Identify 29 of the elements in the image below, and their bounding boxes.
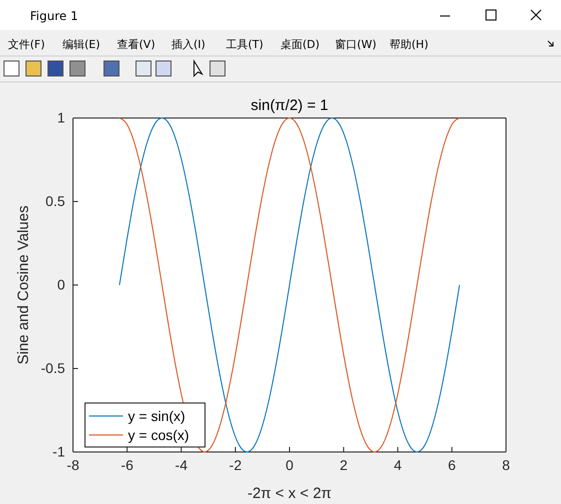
- line-series: [118, 118, 460, 452]
- caption: Figure 1: [30, 9, 78, 23]
- y-tick-label: -1: [52, 443, 66, 460]
- text: 文件(F): [8, 38, 45, 51]
- text: 查看(V): [117, 38, 156, 51]
- x-tick-label: -8: [66, 456, 80, 473]
- x-tick-label: 2: [340, 456, 348, 473]
- text: 工具(T): [226, 38, 264, 51]
- chart-title: sin(π/2) = 1: [250, 97, 328, 114]
- y-axis-title: Sine and Cosine Values: [15, 206, 32, 364]
- y-tick-label: 1: [57, 109, 66, 126]
- text: 窗口(W): [335, 38, 376, 51]
- legend-label: y = sin(x): [128, 408, 186, 424]
- text: 帮助(H): [390, 38, 428, 51]
- x-tick-label: -6: [120, 456, 134, 473]
- y-tick-label: 0.5: [46, 192, 66, 209]
- x-tick-label: 0: [286, 456, 294, 473]
- x-tick-label: 4: [394, 456, 402, 473]
- text: 桌面(D): [280, 38, 320, 51]
- x-axis-title: -2π < x < 2π: [247, 485, 332, 502]
- y-tick-label: 0: [57, 276, 66, 292]
- x-tick-label: 6: [448, 456, 456, 473]
- x-tick-label: -2: [229, 456, 242, 473]
- text: 编辑(E): [62, 38, 100, 51]
- x-tick-label: -4: [175, 456, 188, 473]
- legend-label: y = cos(x): [128, 427, 190, 443]
- x-tick-label: 8: [502, 456, 510, 473]
- text: 插入(I): [172, 38, 206, 51]
- y-tick-label: -0.5: [40, 360, 66, 376]
